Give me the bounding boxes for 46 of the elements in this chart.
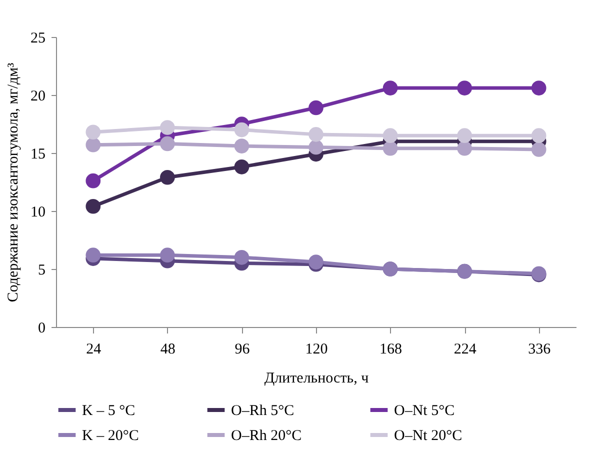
point — [160, 248, 175, 262]
point — [234, 250, 250, 265]
point — [86, 198, 101, 214]
point — [308, 140, 324, 155]
point — [308, 127, 324, 142]
y-tick-label: 15 — [30, 146, 46, 162]
point — [160, 120, 175, 135]
point — [86, 137, 101, 152]
x-tick-label: 224 — [454, 342, 477, 358]
y-tick-label: 5 — [38, 262, 46, 278]
point — [234, 122, 250, 138]
point — [382, 128, 398, 143]
point — [86, 248, 101, 262]
legend-label: K – 20°C — [82, 428, 139, 444]
point — [160, 170, 175, 185]
point — [457, 140, 472, 156]
point — [531, 128, 546, 143]
point — [382, 140, 398, 156]
x-tick-label: 48 — [160, 342, 176, 358]
x-tick-label: 168 — [380, 342, 402, 358]
point — [457, 80, 472, 96]
point — [86, 173, 101, 188]
y-tick-label: 10 — [30, 204, 46, 220]
legend-label: O–Nt 5°C — [394, 403, 455, 419]
point — [160, 136, 175, 152]
y-axis-title: Содержание изоксантогумола, мг/дм³ — [6, 62, 22, 302]
legend-label: O–Rh 20°C — [231, 428, 302, 444]
point — [457, 128, 472, 143]
x-tick-label: 24 — [86, 342, 102, 358]
legend-label: K – 5 °C — [82, 403, 136, 419]
legend-label: O–Nt 20°C — [394, 428, 462, 444]
x-tick-label: 336 — [528, 342, 552, 358]
legend-label: O–Rh 5°C — [231, 403, 294, 419]
point — [234, 160, 250, 174]
y-tick-label: 25 — [30, 30, 46, 46]
y-tick-label: 20 — [30, 88, 46, 104]
point — [86, 124, 101, 140]
x-tick-label: 120 — [305, 342, 328, 358]
point — [308, 100, 324, 116]
y-tick-label: 0 — [38, 320, 46, 336]
point — [382, 80, 398, 96]
x-tick-label: 96 — [234, 342, 250, 358]
point — [531, 80, 546, 96]
x-axis-title: Длительность, ч — [264, 370, 370, 386]
point — [531, 142, 546, 157]
point — [234, 138, 250, 154]
